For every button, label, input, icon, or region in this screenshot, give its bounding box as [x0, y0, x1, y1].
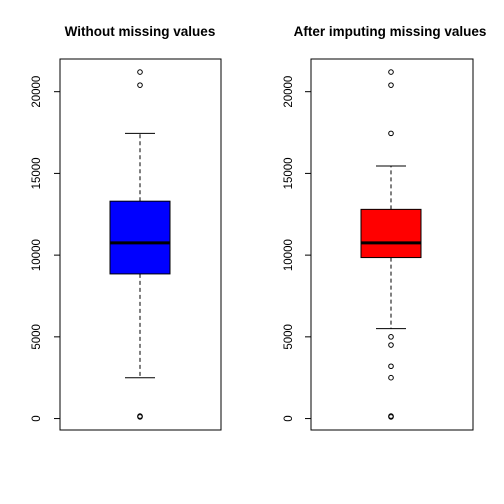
y-tick-label: 5000 [31, 324, 43, 350]
y-tick-label: 0 [283, 415, 295, 421]
plot-title: After imputing missing values [294, 24, 487, 39]
y-axis: 0 5000 10000 15000 20000 [283, 76, 311, 422]
boxplot-panel-without-missing: Without missing values 0 5000 10000 15000 20… [31, 24, 222, 431]
outlier-point [388, 374, 394, 381]
outlier-point [388, 334, 394, 340]
outlier-point [388, 363, 394, 370]
interquartile-box [109, 200, 171, 275]
outlier-point [137, 413, 143, 419]
boxplot [109, 69, 171, 420]
outlier-point [388, 130, 394, 137]
y-tick-label: 0 [31, 415, 43, 421]
y-tick-label: 20000 [283, 76, 295, 108]
outlier-point [137, 69, 143, 75]
y-tick-label: 20000 [31, 76, 43, 108]
outlier-point [388, 413, 394, 419]
y-tick-label: 15000 [283, 157, 295, 189]
y-tick-label: 15000 [31, 157, 43, 189]
y-axis: 0 5000 10000 15000 20000 [31, 76, 60, 422]
y-tick-label: 10000 [31, 239, 43, 271]
plot-title: Without missing values [65, 24, 216, 39]
outlier-point [388, 82, 394, 88]
y-tick-label: 5000 [283, 324, 295, 350]
outlier-point [137, 82, 143, 88]
outlier-point [388, 69, 394, 75]
y-tick-label: 10000 [283, 239, 295, 271]
plot-frame [59, 58, 222, 431]
interquartile-box [360, 208, 422, 259]
boxplot-panel-after-imputing: After imputing missing values 0 5000 10000… [283, 24, 487, 431]
outlier-point [388, 342, 394, 348]
boxplot [360, 69, 422, 420]
plot-frame [310, 58, 474, 431]
